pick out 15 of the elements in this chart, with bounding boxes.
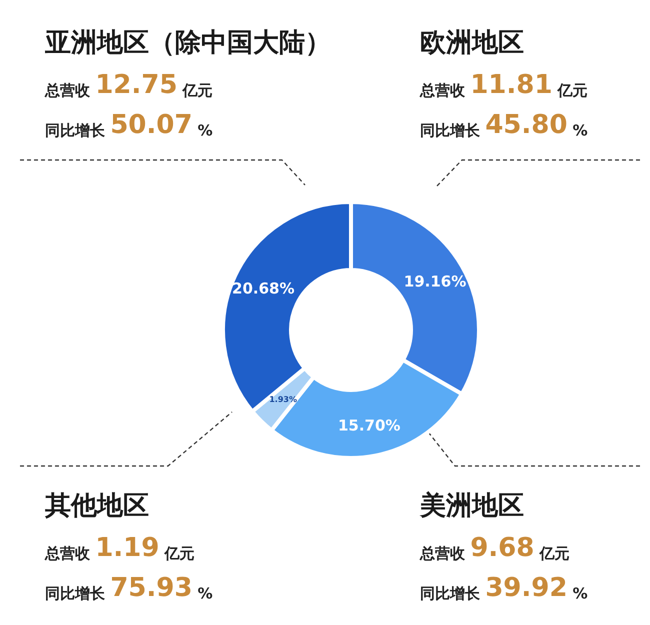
text: 同比增长 39.92 % xyxy=(420,573,588,603)
text: 总营收 12.75 亿元 xyxy=(44,70,213,100)
data-label: 15.70% xyxy=(338,416,400,434)
text: 总营收 11.81 亿元 xyxy=(419,70,588,100)
text: 其他地区 xyxy=(44,491,149,521)
text: 亚洲地区（除中国大陆） xyxy=(44,28,331,58)
text: 总营收 1.19 亿元 xyxy=(44,533,195,563)
data-label: 19.16% xyxy=(404,272,466,291)
text: 同比增长 50.07 % xyxy=(45,110,213,140)
text: 总营收 9.68 亿元 xyxy=(419,533,570,563)
text: 同比增长 45.80 % xyxy=(420,110,588,140)
text: 美洲地区 xyxy=(419,491,524,521)
text: 同比增长 75.93 % xyxy=(45,573,213,603)
text: 欧洲地区 xyxy=(420,28,524,58)
data-label: 20.68% xyxy=(232,280,294,298)
